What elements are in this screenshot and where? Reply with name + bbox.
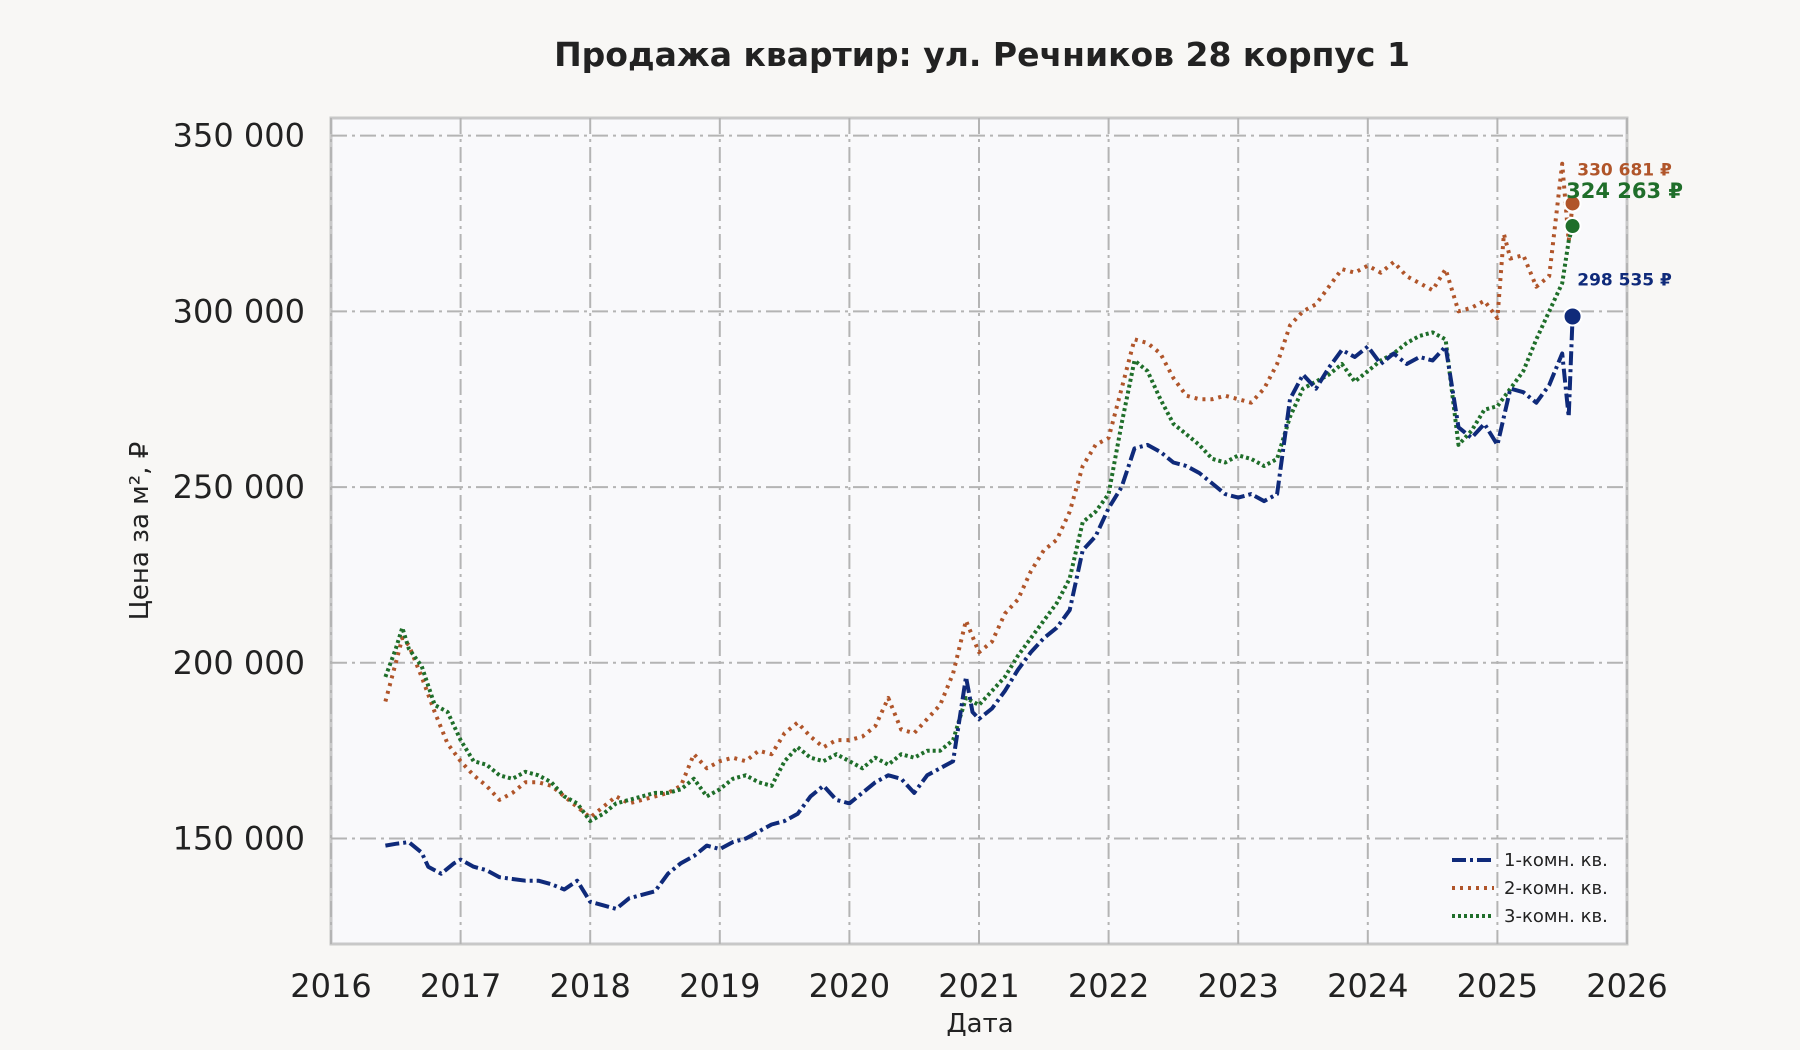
legend-entry: 1-комн. кв. xyxy=(1504,850,1608,871)
x-tick-label: 2021 xyxy=(938,967,1019,1005)
series-line-2-room xyxy=(383,161,1575,820)
legend-entry: 3-комн. кв. xyxy=(1504,906,1608,927)
x-tick-label: 2017 xyxy=(420,967,501,1005)
series-lines xyxy=(383,161,1575,911)
y-tick-label: 150 000 xyxy=(173,820,305,858)
x-tick-label: 2026 xyxy=(1586,967,1667,1005)
end-point-marker xyxy=(1563,217,1582,236)
x-tick-label: 2023 xyxy=(1197,967,1278,1005)
x-tick-label: 2020 xyxy=(809,967,890,1005)
series-line-3-room xyxy=(383,225,1575,823)
chart-title: Продажа квартир: ул. Речников 28 корпус … xyxy=(554,35,1410,74)
end-markers: 298 535 ₽ 330 681 ₽324 263 ₽ xyxy=(1562,160,1683,327)
end-point-marker xyxy=(1562,306,1583,327)
x-axis-label: Дата xyxy=(946,1009,1013,1039)
x-tick-label: 2022 xyxy=(1068,967,1149,1005)
y-tick-label: 350 000 xyxy=(173,117,305,155)
legend: 1-комн. кв. 2-комн. кв. 3-комн. кв. xyxy=(1452,850,1608,927)
y-tick-label: 200 000 xyxy=(173,644,305,682)
x-tick-label: 2019 xyxy=(679,967,760,1005)
x-tick-label: 2018 xyxy=(549,967,630,1005)
x-tick-label: 2016 xyxy=(290,967,371,1005)
y-axis-ticks: 150 000 200 000 250 000 300 000 350 000 xyxy=(173,117,305,858)
end-value-label: 324 263 ₽ xyxy=(1566,179,1683,203)
x-tick-label: 2025 xyxy=(1457,967,1538,1005)
series-line-1-room xyxy=(385,316,1575,911)
grid xyxy=(330,118,1628,944)
x-tick-label: 2024 xyxy=(1327,967,1408,1005)
y-tick-label: 300 000 xyxy=(173,292,305,330)
end-point-marker xyxy=(1563,194,1582,213)
y-tick-label: 250 000 xyxy=(173,468,305,506)
x-axis-ticks: 2016 2017 2018 2019 2020 2021 2022 2023 2024 2025… xyxy=(290,967,1667,1005)
y-axis-label: Цена за м², ₽ xyxy=(125,442,155,621)
end-value-label: 298 535 ₽ xyxy=(1577,270,1672,290)
end-value-label: 330 681 ₽ xyxy=(1577,160,1672,180)
legend-entry: 2-комн. кв. xyxy=(1504,878,1608,899)
